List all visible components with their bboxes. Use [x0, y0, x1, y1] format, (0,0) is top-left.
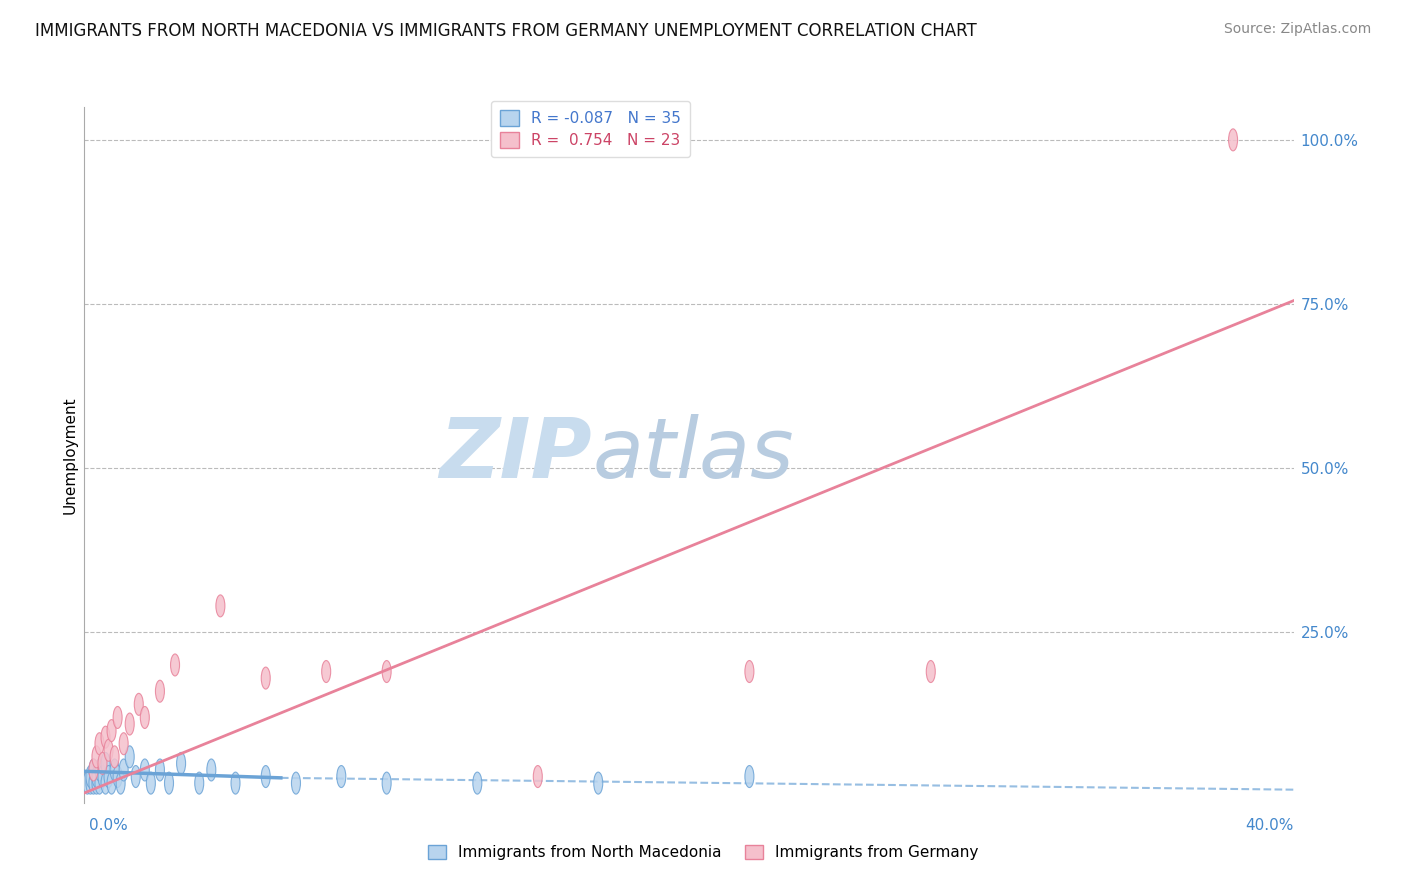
Ellipse shape — [207, 759, 217, 781]
Legend: R = -0.087   N = 35, R =  0.754   N = 23: R = -0.087 N = 35, R = 0.754 N = 23 — [491, 101, 690, 157]
Ellipse shape — [533, 765, 543, 788]
Ellipse shape — [110, 746, 120, 768]
Text: atlas: atlas — [592, 415, 794, 495]
Ellipse shape — [96, 759, 104, 781]
Legend: Immigrants from North Macedonia, Immigrants from Germany: Immigrants from North Macedonia, Immigra… — [422, 839, 984, 866]
Ellipse shape — [141, 759, 149, 781]
Ellipse shape — [98, 753, 107, 774]
Ellipse shape — [472, 772, 482, 794]
Ellipse shape — [91, 772, 101, 794]
Ellipse shape — [177, 753, 186, 774]
Ellipse shape — [156, 759, 165, 781]
Ellipse shape — [231, 772, 240, 794]
Ellipse shape — [745, 660, 754, 682]
Ellipse shape — [927, 660, 935, 682]
Text: 40.0%: 40.0% — [1246, 818, 1294, 832]
Ellipse shape — [382, 660, 391, 682]
Text: 0.0%: 0.0% — [89, 818, 128, 832]
Ellipse shape — [101, 726, 110, 748]
Ellipse shape — [1229, 128, 1237, 151]
Y-axis label: Unemployment: Unemployment — [62, 396, 77, 514]
Ellipse shape — [170, 654, 180, 676]
Ellipse shape — [156, 681, 165, 702]
Ellipse shape — [262, 667, 270, 690]
Text: ZIP: ZIP — [440, 415, 592, 495]
Ellipse shape — [217, 595, 225, 617]
Ellipse shape — [117, 772, 125, 794]
Ellipse shape — [120, 759, 128, 781]
Ellipse shape — [104, 765, 112, 788]
Ellipse shape — [382, 772, 391, 794]
Ellipse shape — [593, 772, 603, 794]
Ellipse shape — [110, 759, 120, 781]
Ellipse shape — [745, 765, 754, 788]
Ellipse shape — [86, 765, 96, 788]
Ellipse shape — [96, 732, 104, 755]
Text: IMMIGRANTS FROM NORTH MACEDONIA VS IMMIGRANTS FROM GERMANY UNEMPLOYMENT CORRELAT: IMMIGRANTS FROM NORTH MACEDONIA VS IMMIG… — [35, 22, 977, 40]
Ellipse shape — [112, 765, 122, 788]
Ellipse shape — [112, 706, 122, 729]
Ellipse shape — [89, 772, 98, 794]
Ellipse shape — [262, 765, 270, 788]
Ellipse shape — [131, 765, 141, 788]
Ellipse shape — [89, 759, 98, 781]
Ellipse shape — [91, 765, 101, 788]
Ellipse shape — [337, 765, 346, 788]
Ellipse shape — [89, 759, 98, 781]
Ellipse shape — [194, 772, 204, 794]
Ellipse shape — [101, 753, 110, 774]
Ellipse shape — [107, 772, 117, 794]
Ellipse shape — [120, 732, 128, 755]
Ellipse shape — [107, 720, 117, 741]
Ellipse shape — [86, 772, 96, 794]
Ellipse shape — [96, 772, 104, 794]
Ellipse shape — [83, 772, 91, 794]
Text: Source: ZipAtlas.com: Source: ZipAtlas.com — [1223, 22, 1371, 37]
Ellipse shape — [291, 772, 301, 794]
Ellipse shape — [104, 739, 112, 761]
Ellipse shape — [146, 772, 156, 794]
Ellipse shape — [101, 772, 110, 794]
Ellipse shape — [125, 746, 134, 768]
Ellipse shape — [91, 746, 101, 768]
Ellipse shape — [134, 693, 143, 715]
Ellipse shape — [98, 765, 107, 788]
Ellipse shape — [322, 660, 330, 682]
Ellipse shape — [141, 706, 149, 729]
Ellipse shape — [165, 772, 173, 794]
Ellipse shape — [125, 713, 134, 735]
